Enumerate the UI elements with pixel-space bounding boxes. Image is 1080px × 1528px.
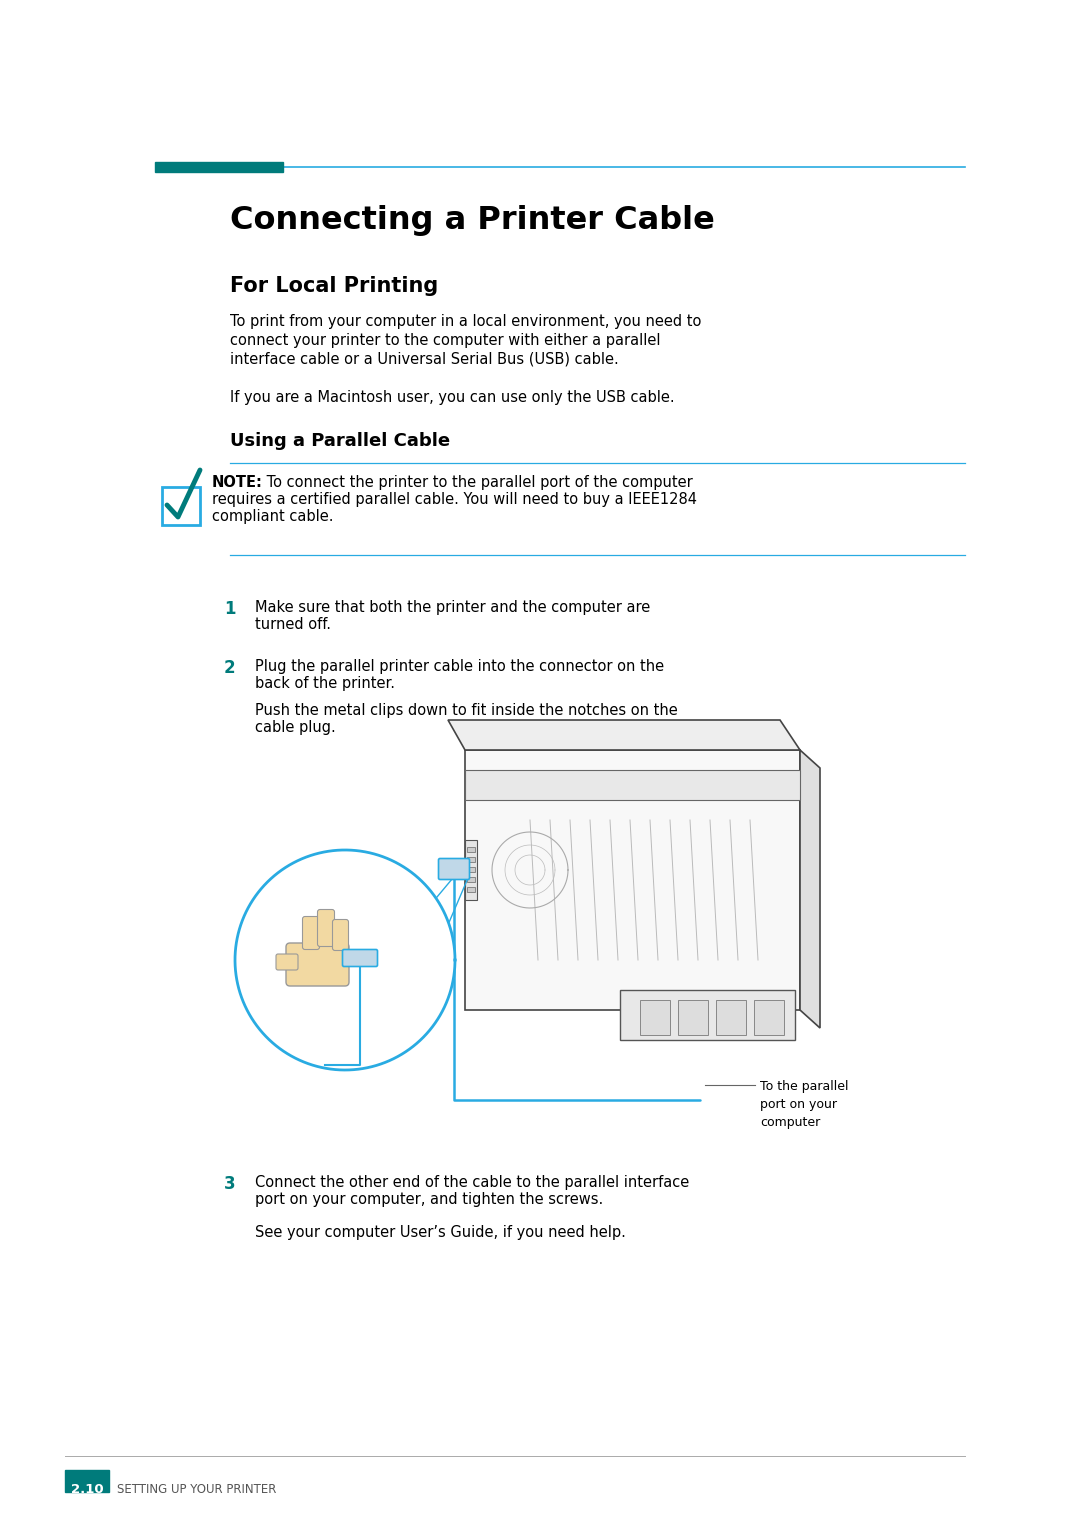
- FancyBboxPatch shape: [276, 953, 298, 970]
- FancyBboxPatch shape: [438, 859, 470, 880]
- Text: To print from your computer in a local environment, you need to: To print from your computer in a local e…: [230, 313, 701, 329]
- Text: Using a Parallel Cable: Using a Parallel Cable: [230, 432, 450, 451]
- Text: interface cable or a Universal Serial Bus (USB) cable.: interface cable or a Universal Serial Bu…: [230, 351, 619, 367]
- Text: See your computer User’s Guide, if you need help.: See your computer User’s Guide, if you n…: [255, 1225, 626, 1241]
- FancyBboxPatch shape: [333, 920, 349, 950]
- Bar: [754, 999, 784, 1034]
- Text: requires a certified parallel cable. You will need to buy a IEEE1284: requires a certified parallel cable. You…: [212, 492, 697, 507]
- Text: back of the printer.: back of the printer.: [255, 675, 395, 691]
- Text: If you are a Macintosh user, you can use only the USB cable.: If you are a Macintosh user, you can use…: [230, 390, 675, 405]
- Polygon shape: [448, 720, 800, 750]
- Text: computer: computer: [760, 1115, 820, 1129]
- Bar: [467, 866, 475, 872]
- Text: port on your: port on your: [760, 1099, 837, 1111]
- Bar: [716, 999, 746, 1034]
- Polygon shape: [800, 750, 820, 1028]
- Text: 3: 3: [224, 1175, 235, 1193]
- Bar: [465, 840, 477, 900]
- Bar: [65, 1470, 109, 1491]
- Text: Plug the parallel printer cable into the connector on the: Plug the parallel printer cable into the…: [255, 659, 664, 674]
- Bar: [162, 487, 200, 526]
- FancyBboxPatch shape: [318, 909, 335, 946]
- Bar: [640, 999, 670, 1034]
- Polygon shape: [465, 770, 800, 801]
- Text: connect your printer to the computer with either a parallel: connect your printer to the computer wit…: [230, 333, 661, 348]
- Text: Connect the other end of the cable to the parallel interface: Connect the other end of the cable to th…: [255, 1175, 689, 1190]
- Text: compliant cable.: compliant cable.: [212, 509, 334, 524]
- FancyBboxPatch shape: [286, 943, 349, 986]
- Text: Push the metal clips down to fit inside the notches on the: Push the metal clips down to fit inside …: [255, 703, 678, 718]
- Text: port on your computer, and tighten the screws.: port on your computer, and tighten the s…: [255, 1192, 604, 1207]
- Text: To the parallel: To the parallel: [760, 1080, 849, 1093]
- Bar: [467, 847, 475, 853]
- Bar: [467, 877, 475, 882]
- Bar: [156, 162, 283, 173]
- Text: turned off.: turned off.: [255, 617, 330, 633]
- Text: Connecting a Printer Cable: Connecting a Printer Cable: [230, 205, 715, 235]
- Text: cable plug.: cable plug.: [255, 720, 336, 735]
- Bar: [467, 857, 475, 862]
- Bar: [678, 999, 708, 1034]
- Text: NOTE:: NOTE:: [212, 475, 262, 490]
- Bar: [467, 886, 475, 892]
- FancyBboxPatch shape: [302, 917, 320, 949]
- Text: Make sure that both the printer and the computer are: Make sure that both the printer and the …: [255, 601, 650, 614]
- Text: To connect the printer to the parallel port of the computer: To connect the printer to the parallel p…: [262, 475, 692, 490]
- Text: 1: 1: [224, 601, 235, 617]
- Text: For Local Printing: For Local Printing: [230, 277, 438, 296]
- Polygon shape: [465, 750, 800, 1010]
- Text: 2: 2: [224, 659, 235, 677]
- Polygon shape: [620, 990, 795, 1041]
- FancyBboxPatch shape: [342, 949, 378, 967]
- Text: SETTING UP YOUR PRINTER: SETTING UP YOUR PRINTER: [117, 1484, 276, 1496]
- Text: 2.10: 2.10: [70, 1484, 104, 1496]
- Polygon shape: [235, 850, 455, 1070]
